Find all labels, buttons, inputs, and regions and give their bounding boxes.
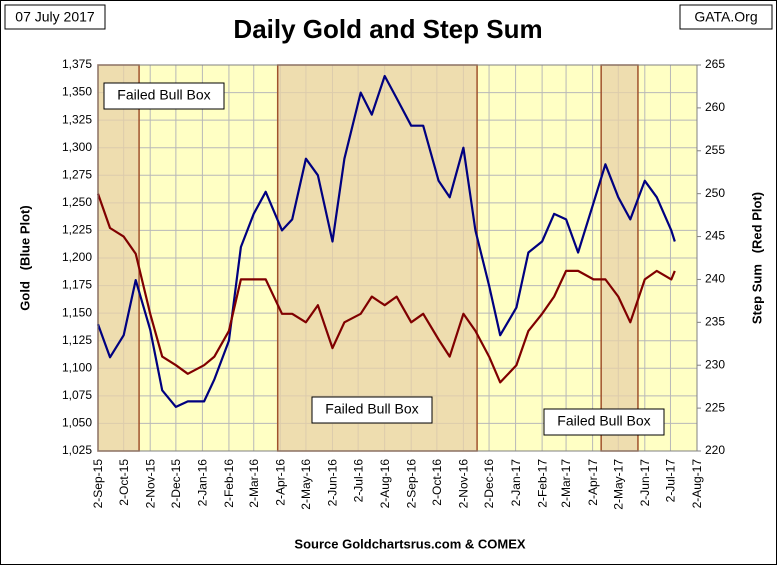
y2-tick-label: 250 — [705, 186, 725, 200]
x-tick-label: 2-Mar-16 — [247, 459, 261, 508]
series-line — [96, 193, 676, 384]
y-tick-label: 1,175 — [62, 278, 92, 292]
x-tick-label: 2-Feb-16 — [222, 459, 236, 508]
annotation-label: Failed Bull Box — [325, 401, 418, 417]
y-tick-label: 1,375 — [62, 57, 92, 71]
y-tick-label: 1,100 — [62, 360, 92, 374]
source-label: GATA.Org — [694, 9, 757, 25]
chart-title: Daily Gold and Step Sum — [233, 14, 542, 44]
annotation-label: Failed Bull Box — [117, 87, 210, 103]
annotation-box — [97, 64, 140, 452]
footer: Source Goldchartsrus.com & COMEX — [294, 536, 525, 551]
y-axis-label: Gold (Blue Plot) — [17, 205, 32, 310]
y2-tick-label: 230 — [705, 357, 725, 371]
y-tick-label: 1,225 — [62, 223, 92, 237]
x-tick-label: 2-Oct-16 — [430, 459, 444, 506]
annotation-label: Failed Bull Box — [557, 413, 650, 429]
date-label: 07 July 2017 — [15, 9, 95, 25]
x-tick-label: 2-Feb-17 — [535, 459, 549, 508]
x-tick-label: 2-Jan-17 — [509, 459, 523, 507]
y-tick-label: 1,275 — [62, 167, 92, 181]
x-tick-label: 2-Jun-17 — [638, 459, 652, 507]
x-tick-label: 2-Sep-15 — [91, 459, 105, 509]
y2-tick-label: 220 — [705, 443, 725, 457]
y2-tick-label: 240 — [705, 272, 725, 286]
annotation-label-box — [311, 396, 433, 424]
x-tick-label: 2-Nov-16 — [457, 459, 471, 509]
x-tick-label: 2-Jun-16 — [326, 459, 340, 507]
y-tick-label: 1,200 — [62, 250, 92, 264]
y2-tick-label: 245 — [705, 229, 725, 243]
y-tick-label: 1,150 — [62, 305, 92, 319]
y-tick-label: 1,250 — [62, 195, 92, 209]
x-tick-label: 2-Apr-17 — [586, 459, 600, 506]
y-tick-label: 1,075 — [62, 388, 92, 402]
y2-tick-label: 235 — [705, 315, 725, 329]
x-tick-label: 2-Aug-16 — [378, 459, 392, 509]
x-tick-label: 2-Dec-15 — [169, 459, 183, 509]
x-tick-label: 2-Mar-17 — [559, 459, 573, 508]
x-tick-label: 2-Sep-16 — [404, 459, 418, 509]
x-tick-label: 2-May-16 — [299, 459, 313, 510]
source-box — [679, 4, 773, 30]
x-tick-label: 2-May-17 — [611, 459, 625, 510]
y-tick-label: 1,300 — [62, 140, 92, 154]
date-box — [4, 4, 106, 30]
series-line — [96, 74, 676, 408]
annotation-label-box — [103, 82, 225, 110]
y2-tick-label: 265 — [705, 57, 725, 71]
x-tick-label: 2-Dec-16 — [482, 459, 496, 509]
x-tick-label: 2-Apr-16 — [273, 459, 287, 506]
annotation-box — [276, 64, 478, 452]
y-tick-label: 1,025 — [62, 443, 92, 457]
y-tick-label: 1,125 — [62, 333, 92, 347]
x-tick-label: 2-Jan-16 — [196, 459, 210, 507]
y2-tick-label: 260 — [705, 100, 725, 114]
annotation-label-box — [543, 408, 665, 436]
plot-border — [97, 64, 698, 452]
x-tick-label: 2-Oct-15 — [117, 459, 131, 506]
y-tick-label: 1,350 — [62, 85, 92, 99]
x-tick-label: 2-Jul-16 — [351, 459, 365, 503]
y2-tick-label: 225 — [705, 400, 725, 414]
x-tick-label: 2-Jul-17 — [664, 459, 678, 503]
y2-tick-label: 255 — [705, 143, 725, 157]
y-tick-label: 1,050 — [62, 416, 92, 430]
x-tick-label: 2-Aug-17 — [690, 459, 704, 509]
annotation-box — [600, 64, 639, 452]
y2-axis-label: Step Sum (Red Plot) — [749, 192, 764, 324]
y-tick-label: 1,325 — [62, 112, 92, 126]
x-tick-label: 2-Nov-15 — [143, 459, 157, 509]
